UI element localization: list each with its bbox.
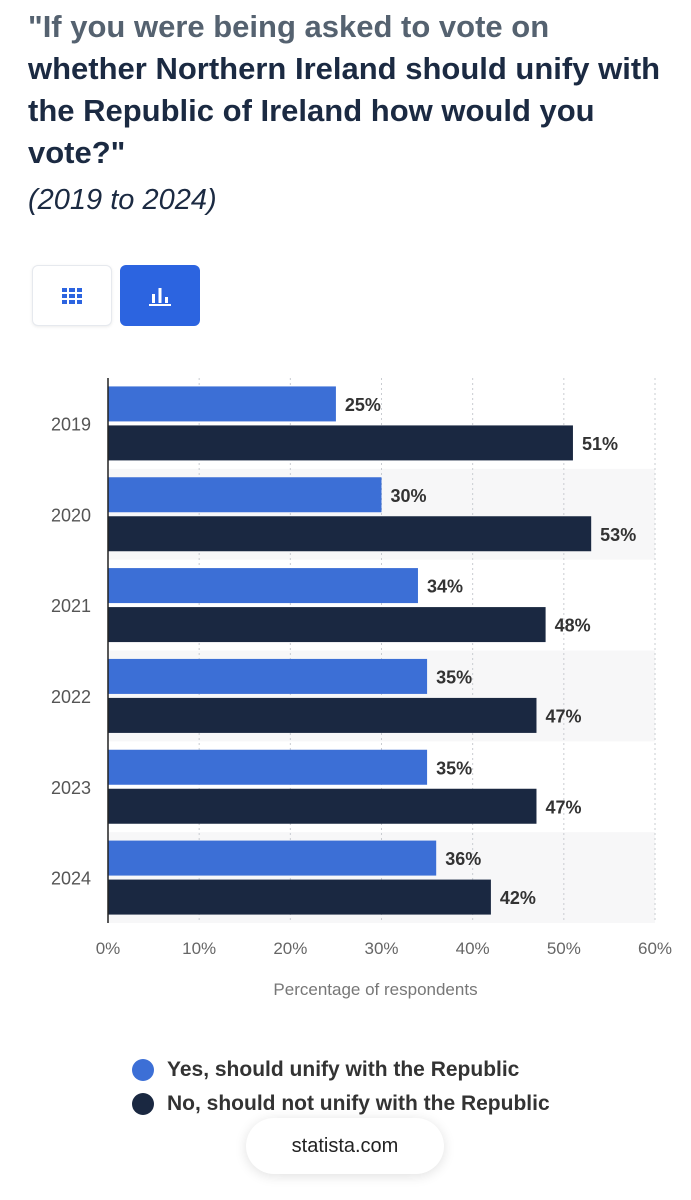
x-tick-label: 10% [182, 939, 216, 958]
bar-yes [108, 568, 418, 604]
data-label: 42% [500, 888, 536, 908]
bar-no [108, 607, 546, 643]
source-link[interactable]: statista.com [246, 1118, 444, 1174]
x-tick-label: 30% [364, 939, 398, 958]
bar-yes [108, 658, 428, 694]
bar-no [108, 516, 592, 552]
y-tick-label: 2019 [51, 414, 91, 434]
data-label: 51% [582, 434, 618, 454]
title-rest: whether Northern Ireland should unify wi… [28, 51, 661, 170]
legend-label-yes: Yes, should unify with the Republic [167, 1058, 520, 1081]
data-label: 47% [545, 797, 581, 817]
data-label: 34% [427, 577, 463, 597]
grid-icon [62, 287, 82, 304]
x-axis-label: Percentage of respondents [273, 980, 477, 999]
bar-no [108, 879, 491, 915]
bar-yes [108, 749, 428, 785]
data-label: 48% [555, 616, 591, 636]
bar-no [108, 425, 573, 461]
legend: Yes, should unify with the Republic No, … [132, 1053, 550, 1121]
bar-no [108, 788, 537, 824]
legend-swatch-no [132, 1093, 154, 1115]
data-label: 35% [436, 667, 472, 687]
data-label: 47% [545, 706, 581, 726]
y-tick-label: 2021 [51, 596, 91, 616]
bar-yes [108, 477, 382, 513]
data-label: 35% [436, 758, 472, 778]
data-label: 53% [600, 525, 636, 545]
data-label: 36% [445, 849, 481, 869]
x-tick-label: 60% [638, 939, 672, 958]
x-tick-label: 20% [273, 939, 307, 958]
bar-yes [108, 386, 336, 422]
title-line-1: "If you were being asked to vote on [28, 9, 550, 44]
bar-yes [108, 840, 437, 876]
bar-chart: 0% 10% 20% 30% 40% 50% 60% Percentage of respon… [51, 378, 672, 999]
chart-title: "If you were being asked to vote on wheth… [28, 6, 668, 174]
bar-chart-icon [149, 287, 171, 306]
bar-no [108, 697, 537, 733]
x-tick-label: 40% [456, 939, 490, 958]
y-tick-label: 2020 [51, 505, 91, 525]
chart-subtitle: (2019 to 2024) [28, 184, 217, 216]
legend-item-yes[interactable]: Yes, should unify with the Republic [132, 1053, 550, 1087]
table-view-button[interactable] [32, 265, 112, 326]
data-label: 30% [391, 486, 427, 506]
data-label: 25% [345, 395, 381, 415]
chart-view-button[interactable] [120, 265, 200, 326]
y-tick-label: 2024 [51, 869, 91, 889]
legend-label-no: No, should not unify with the Republic [167, 1092, 550, 1115]
y-tick-label: 2023 [51, 778, 91, 798]
x-tick-label: 50% [547, 939, 581, 958]
x-tick-label: 0% [96, 939, 121, 958]
y-tick-label: 2022 [51, 687, 91, 707]
legend-item-no[interactable]: No, should not unify with the Republic [132, 1087, 550, 1121]
legend-swatch-yes [132, 1059, 154, 1081]
